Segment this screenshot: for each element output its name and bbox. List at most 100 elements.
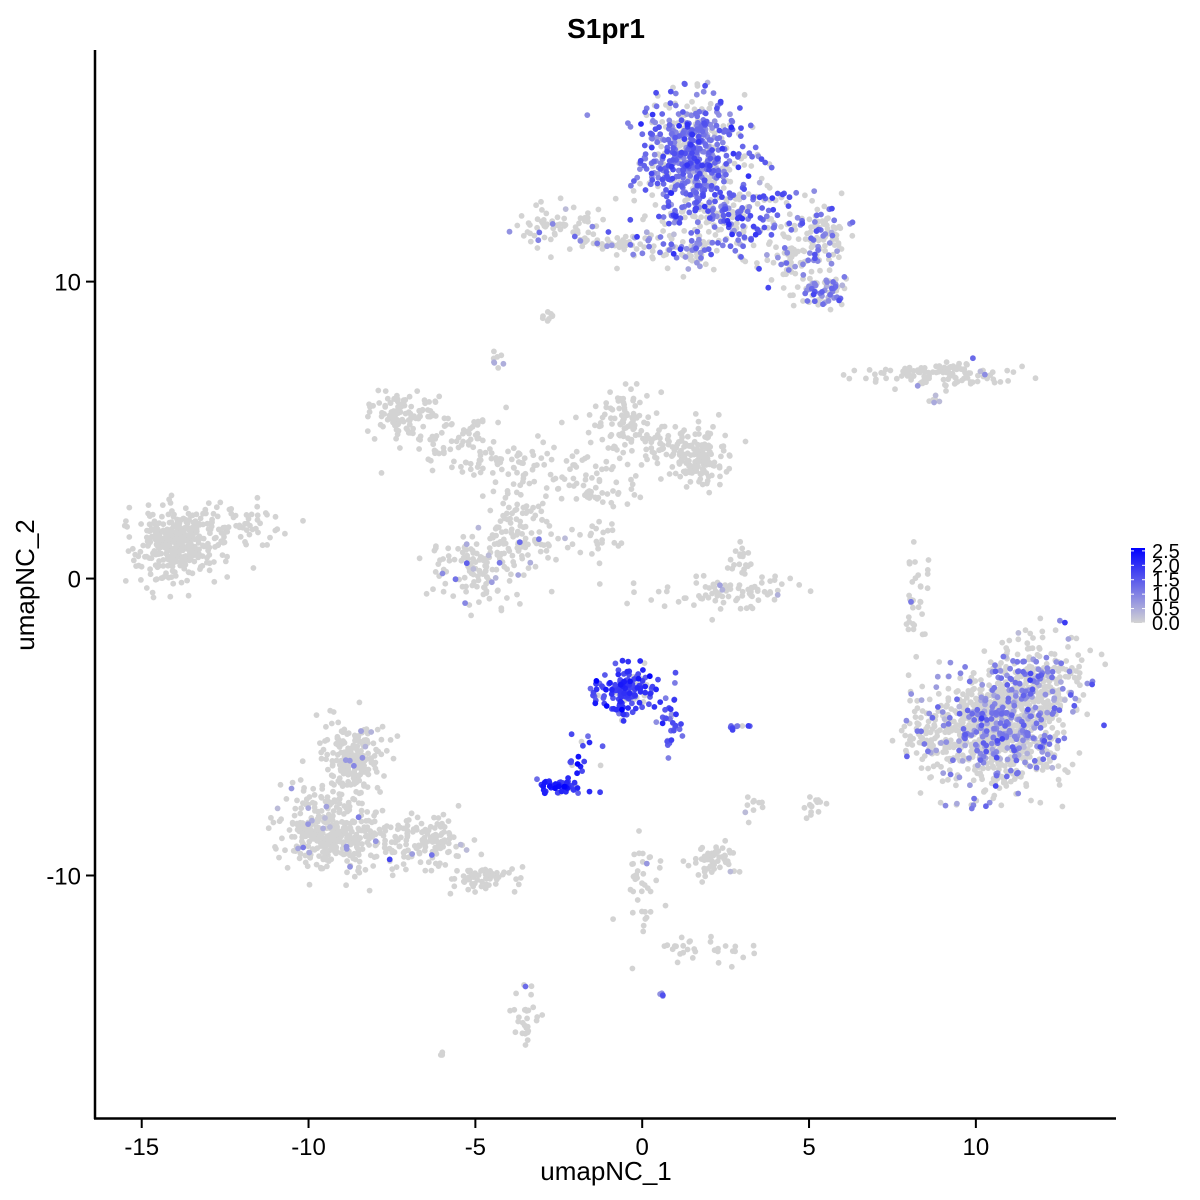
cell-point <box>387 400 394 406</box>
cell-point <box>627 216 634 223</box>
cell-point <box>998 684 1004 691</box>
cell-point <box>657 249 663 256</box>
cell-point <box>339 783 346 789</box>
cell-point <box>615 491 621 497</box>
cell-point <box>956 738 962 744</box>
cell-point <box>531 232 538 239</box>
cell-point <box>210 510 217 517</box>
cell-point <box>811 280 818 287</box>
cell-point <box>1007 665 1013 672</box>
cell-point <box>709 147 715 153</box>
cell-point <box>965 766 971 772</box>
cell-point <box>983 803 989 810</box>
cell-point <box>481 585 488 591</box>
cell-point <box>342 830 349 836</box>
cell-point <box>1061 697 1068 703</box>
cell-point <box>956 747 962 754</box>
cell-point <box>436 393 443 400</box>
cell-point <box>585 733 591 740</box>
cell-point <box>416 446 422 452</box>
cell-point <box>586 412 593 418</box>
cell-point <box>347 863 353 870</box>
cell-point <box>163 570 169 577</box>
cell-point <box>410 828 416 835</box>
cell-point <box>504 490 511 497</box>
cell-point <box>739 545 746 552</box>
cell-point <box>272 513 279 520</box>
cell-point <box>654 460 661 467</box>
cell-point <box>687 256 694 263</box>
cell-point <box>624 501 631 507</box>
cell-point <box>745 191 752 197</box>
cell-point <box>807 229 814 235</box>
cell-point <box>829 205 835 212</box>
cell-point <box>364 428 371 434</box>
cell-point <box>974 747 980 754</box>
cell-point <box>488 455 495 462</box>
cell-point <box>918 765 925 771</box>
cell-point <box>539 1012 546 1018</box>
cell-point <box>671 231 677 238</box>
cell-point <box>408 810 415 817</box>
cell-point <box>681 228 688 234</box>
cell-point <box>960 691 966 698</box>
cell-point <box>838 190 845 197</box>
cell-point <box>470 566 477 572</box>
cell-point <box>696 236 702 243</box>
cell-point <box>592 403 599 410</box>
cell-point <box>534 776 540 783</box>
cell-point <box>716 464 723 471</box>
cell-point <box>388 839 395 846</box>
cell-point <box>999 639 1006 646</box>
cell-point <box>361 781 367 788</box>
cell-point <box>603 465 610 472</box>
cell-point <box>650 117 656 124</box>
cell-point <box>1007 767 1014 774</box>
cell-point <box>767 589 773 595</box>
cell-point <box>672 423 679 430</box>
cell-point <box>700 193 706 200</box>
cell-point <box>492 479 499 486</box>
cell-point <box>912 714 919 720</box>
cell-point <box>988 740 995 747</box>
cell-point <box>808 268 815 275</box>
cell-point <box>654 180 661 187</box>
cell-point <box>954 696 960 703</box>
cell-point <box>599 466 605 473</box>
cell-point <box>998 675 1005 681</box>
cell-point <box>694 81 701 87</box>
cell-point <box>489 566 496 573</box>
cell-point <box>1022 759 1028 766</box>
cell-point <box>1033 658 1040 665</box>
cell-point <box>935 704 941 710</box>
cell-point <box>378 736 385 743</box>
cell-point <box>225 524 232 531</box>
cell-point <box>671 447 678 454</box>
cell-point <box>597 762 604 769</box>
cell-point <box>747 212 754 219</box>
cell-point <box>471 880 478 887</box>
cell-point <box>533 1017 540 1024</box>
cell-point <box>253 525 259 532</box>
cell-point <box>700 88 707 95</box>
cell-point <box>551 230 558 237</box>
cell-point <box>910 604 916 611</box>
cell-point <box>382 837 388 844</box>
cell-point <box>277 781 284 788</box>
cell-point <box>1003 773 1010 780</box>
cell-point <box>375 387 382 394</box>
cell-point <box>642 151 649 158</box>
cell-point <box>667 100 674 107</box>
cell-point <box>390 419 396 426</box>
cell-point <box>945 697 952 704</box>
cell-point <box>402 410 409 417</box>
cell-point <box>519 510 526 517</box>
cell-point <box>632 403 639 409</box>
cell-point <box>393 410 400 417</box>
cell-point <box>912 559 918 565</box>
cell-point <box>477 448 483 455</box>
cell-point <box>660 241 667 247</box>
cell-point <box>990 376 997 383</box>
cell-point <box>695 418 702 425</box>
cell-point <box>473 550 480 557</box>
